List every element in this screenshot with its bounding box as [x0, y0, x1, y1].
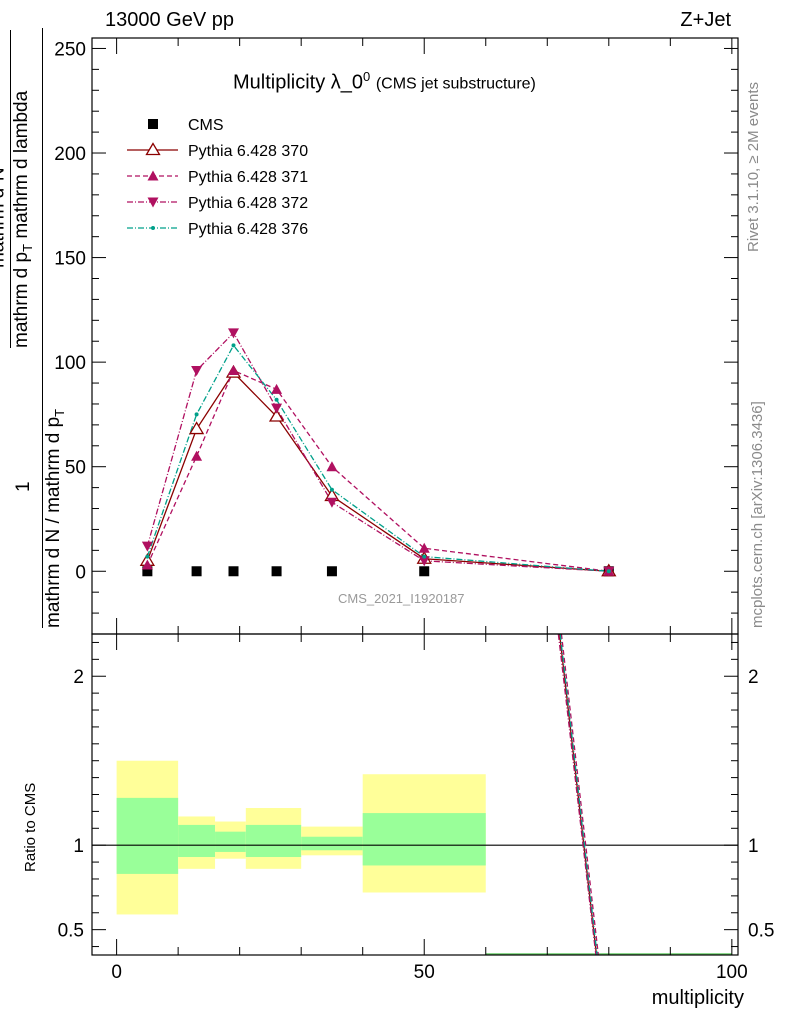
data-point — [326, 566, 337, 577]
data-point — [145, 142, 161, 156]
data-point — [274, 397, 279, 402]
main-title-suffix: (CMS jet substructure) — [375, 75, 536, 93]
data-point — [191, 450, 203, 461]
data-point — [271, 566, 282, 577]
data-point — [329, 487, 334, 492]
legend-label: Pythia 6.428 371 — [188, 169, 308, 186]
data-point — [194, 412, 199, 417]
data-point — [141, 541, 153, 552]
ratio-y-tick-label-right: 1 — [748, 836, 759, 857]
ratio-band-green — [116, 797, 179, 874]
data-point — [228, 365, 240, 376]
series-line — [146, 331, 609, 572]
data-point — [188, 421, 205, 435]
data-point — [148, 119, 158, 129]
ratio-band-green — [301, 836, 363, 851]
data-point — [268, 408, 285, 422]
main-title: Multiplicity λ_00 (CMS jet substructure) — [233, 70, 536, 93]
data-point — [606, 569, 611, 574]
data-point — [419, 566, 430, 577]
data-point — [271, 383, 283, 394]
watermark: CMS_2021_I1920187 — [338, 591, 465, 606]
ratio-band-green — [245, 824, 302, 858]
y-tick-label: 0 — [75, 562, 86, 583]
header-left: 13000 GeV pp — [105, 9, 234, 31]
header-right: Z+Jet — [680, 9, 731, 31]
data-point — [418, 542, 430, 553]
y-tick-label: 250 — [54, 39, 86, 60]
series-line — [146, 344, 609, 572]
main-title-sup: 0 — [363, 69, 371, 84]
legend-label: Pythia 6.428 372 — [188, 195, 308, 212]
ratio-line — [559, 634, 598, 955]
ratio-y-tick-label-right: 0.5 — [748, 921, 774, 942]
series-line — [146, 369, 609, 572]
data-point — [228, 566, 239, 577]
ratio-band-green — [215, 831, 246, 852]
legend-label: Pythia 6.428 376 — [188, 221, 308, 238]
y-tick-label: 150 — [54, 249, 86, 270]
data-point — [418, 556, 430, 567]
x-tick-label: 0 — [111, 962, 122, 983]
ratio-y-tick-label-right: 2 — [748, 667, 759, 688]
data-point — [142, 566, 153, 577]
x-tick-label: 100 — [716, 962, 748, 983]
data-point — [147, 197, 159, 208]
y-tick-label: 200 — [54, 144, 86, 165]
data-point — [145, 554, 150, 559]
ratio-line — [557, 634, 597, 955]
data-point — [147, 170, 159, 181]
data-point — [326, 497, 338, 508]
main-title-text: Multiplicity λ_0 — [233, 71, 364, 94]
y-tick-label: 100 — [54, 353, 86, 374]
data-point — [191, 366, 203, 377]
ratio-y-tick-label: 0.5 — [58, 921, 84, 942]
legend-label: CMS — [188, 117, 224, 134]
data-point — [231, 343, 236, 348]
ratio-y-tick-label: 2 — [73, 667, 84, 688]
legend-label: Pythia 6.428 370 — [188, 143, 308, 160]
ratio-band-green — [362, 813, 486, 866]
data-point — [228, 328, 240, 339]
data-point — [326, 461, 338, 472]
ratio-y-tick-label: 1 — [73, 836, 84, 857]
data-point — [141, 559, 153, 570]
x-tick-label: 50 — [414, 962, 435, 983]
data-point — [271, 403, 283, 414]
data-point — [422, 554, 427, 559]
series-line — [146, 371, 609, 572]
ratio-band-green — [178, 824, 216, 858]
data-point — [191, 566, 202, 577]
ratio-line — [560, 634, 599, 955]
data-point — [151, 226, 155, 230]
x-axis-label: multiplicity — [651, 987, 744, 1009]
y-tick-label: 50 — [65, 458, 86, 479]
